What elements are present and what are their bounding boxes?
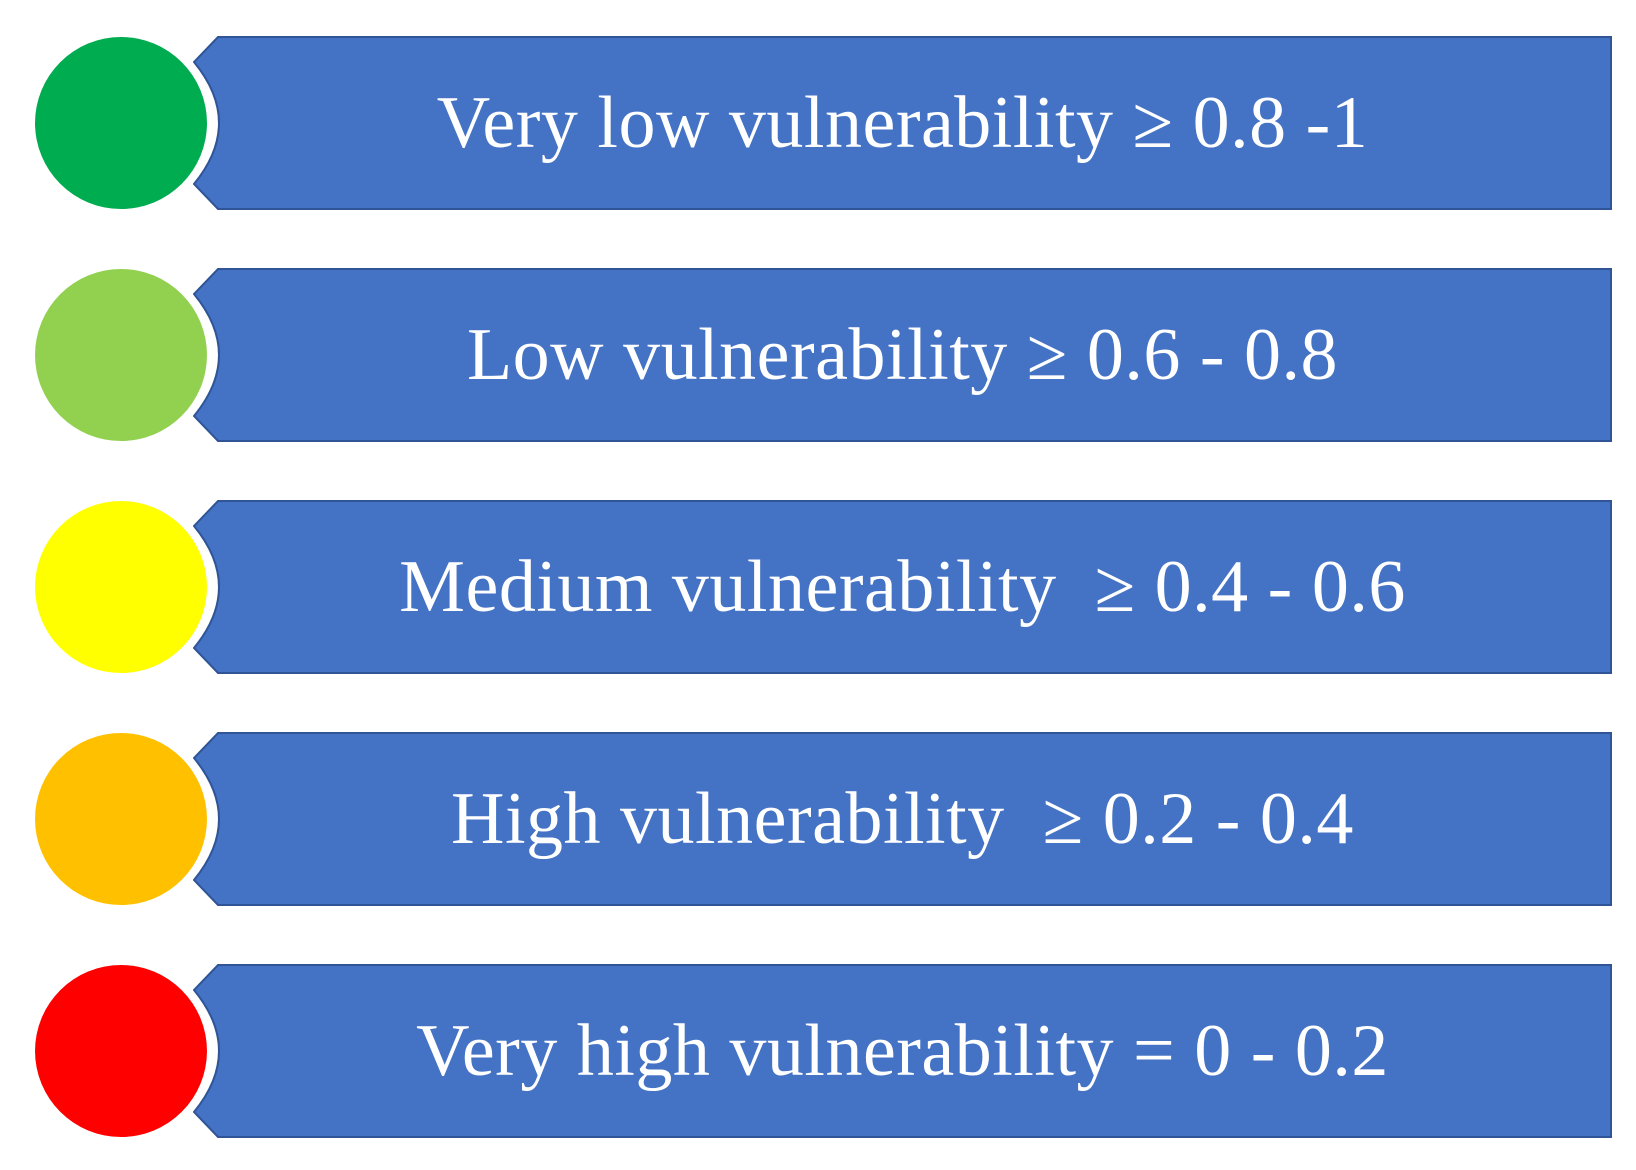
banner-label: Low vulnerability ≥ 0.6 - 0.8 xyxy=(466,313,1339,396)
banner-label: High vulnerability ≥ 0.2 - 0.4 xyxy=(451,777,1354,860)
legend-row-very-high: Very high vulnerability = 0 - 0.2 xyxy=(0,964,1636,1138)
banner-shape xyxy=(193,268,1612,442)
circle-shape xyxy=(35,501,207,673)
circle-shape xyxy=(35,733,207,905)
circle-shape xyxy=(35,965,207,1137)
banner-shape xyxy=(193,500,1612,674)
legend-row-very-low: Very low vulnerability ≥ 0.8 -1 xyxy=(0,36,1636,210)
banner-label: Very low vulnerability ≥ 0.8 -1 xyxy=(436,81,1369,164)
banner-shape xyxy=(193,732,1612,906)
low-color-circle-icon xyxy=(35,269,207,441)
banner-label: Very high vulnerability = 0 - 0.2 xyxy=(416,1009,1389,1092)
circle-shape xyxy=(35,269,207,441)
banner-shape xyxy=(193,964,1612,1138)
very-high-color-circle-icon xyxy=(35,965,207,1137)
legend-row-high: High vulnerability ≥ 0.2 - 0.4 xyxy=(0,732,1636,906)
legend-row-low: Low vulnerability ≥ 0.6 - 0.8 xyxy=(0,268,1636,442)
low-banner xyxy=(193,268,1612,442)
circle-shape xyxy=(35,37,207,209)
very-high-banner xyxy=(193,964,1612,1138)
banner-shape xyxy=(193,36,1612,210)
banner-label: Medium vulnerability ≥ 0.4 - 0.6 xyxy=(399,545,1406,628)
legend-row-medium: Medium vulnerability ≥ 0.4 - 0.6 xyxy=(0,500,1636,674)
very-low-color-circle-icon xyxy=(35,37,207,209)
medium-banner xyxy=(193,500,1612,674)
medium-color-circle-icon xyxy=(35,501,207,673)
very-low-banner xyxy=(193,36,1612,210)
high-color-circle-icon xyxy=(35,733,207,905)
high-banner xyxy=(193,732,1612,906)
